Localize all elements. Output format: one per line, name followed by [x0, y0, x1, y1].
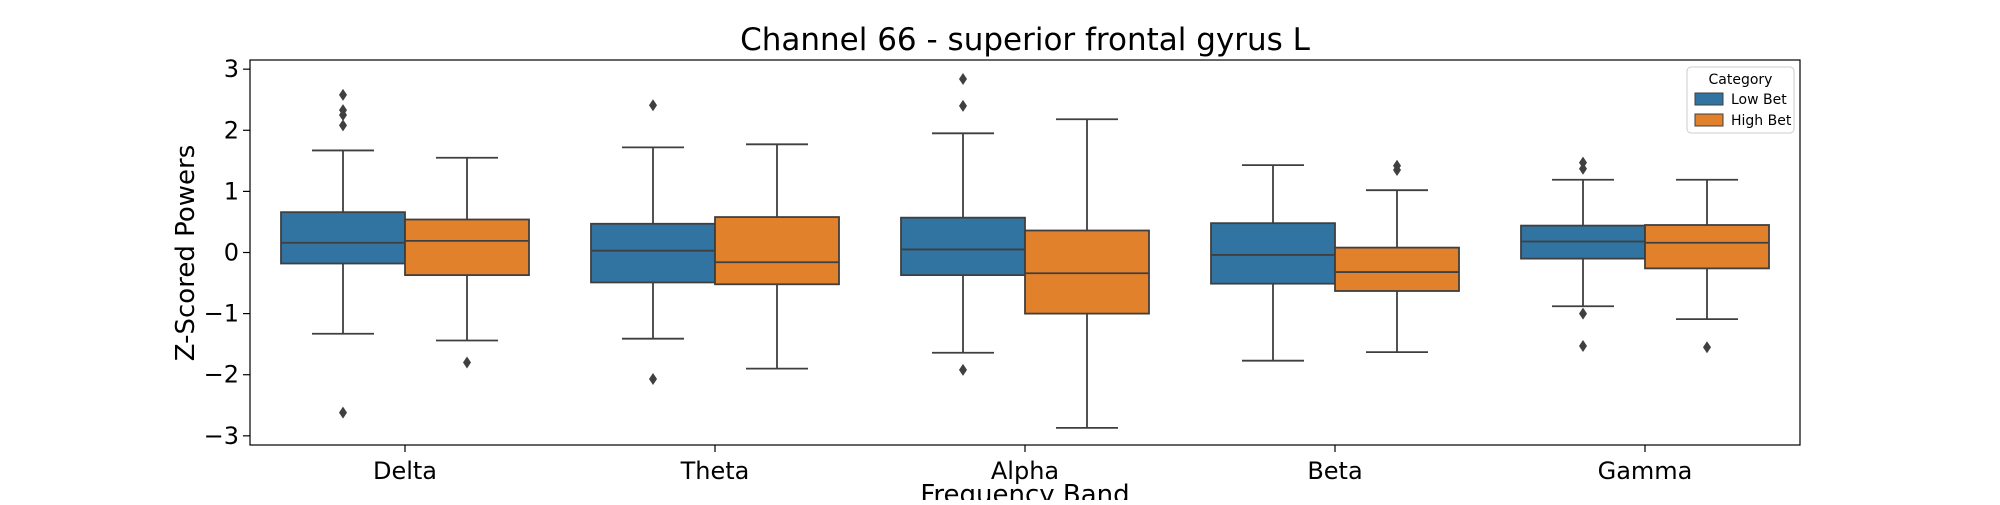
legend-label: High Bet [1731, 113, 1792, 129]
outlier-point [959, 72, 967, 85]
box-iqr [1024, 229, 1150, 315]
y-tick-label: 1 [224, 177, 239, 205]
outlier-point [463, 356, 471, 369]
y-tick-label: −2 [204, 361, 239, 389]
outlier-point [1579, 307, 1587, 320]
box-iqr [900, 216, 1026, 277]
outlier-point [1579, 340, 1587, 352]
x-tick-label: Theta [680, 457, 750, 485]
legend-swatch [1694, 113, 1724, 127]
legend-swatch [1694, 92, 1724, 106]
box-iqr [590, 222, 716, 284]
y-tick-label: 2 [224, 116, 239, 144]
y-tick-label: −1 [204, 300, 239, 328]
outlier-point [339, 119, 347, 132]
box-iqr [1334, 246, 1460, 292]
box-group [714, 143, 840, 370]
box-group [1334, 159, 1460, 354]
outlier-point [339, 104, 347, 117]
outlier-point [1579, 162, 1587, 175]
y-tick-label: 3 [224, 55, 239, 83]
box-iqr [404, 218, 530, 277]
y-tick-label: 0 [224, 239, 239, 267]
y-axis-label: Z-Scored Powers [171, 145, 201, 361]
x-tick-label: Beta [1307, 457, 1362, 485]
outlier-point [339, 88, 347, 101]
x-tick-label: Delta [373, 457, 437, 485]
box-group [1210, 164, 1336, 362]
outlier-point [959, 363, 967, 376]
box-group [590, 99, 716, 385]
box-iqr [1210, 222, 1336, 285]
outlier-point [1579, 156, 1587, 169]
box-iqr [280, 211, 406, 265]
outlier-point [1703, 341, 1711, 354]
chart-title: Channel 66 - superior frontal gyrus L [740, 22, 1311, 58]
y-tick-label: −3 [204, 422, 239, 450]
box-group [1644, 178, 1770, 354]
box-group [1520, 156, 1646, 352]
legend-title: Category [1709, 72, 1773, 88]
outlier-point [339, 406, 347, 419]
outlier-point [959, 99, 967, 112]
box-group [900, 72, 1026, 376]
x-tick-label: Alpha [991, 457, 1059, 485]
outlier-point [1393, 164, 1401, 176]
box-iqr [714, 216, 840, 286]
plot-area [280, 72, 1770, 429]
box-group [404, 156, 530, 369]
legend-label: Low Bet [1731, 92, 1787, 108]
box-group [280, 88, 406, 419]
legend: Category Low Bet High Bet [1686, 66, 1795, 134]
outlier-point [649, 373, 657, 385]
x-tick-label: Gamma [1598, 457, 1693, 485]
box-group [1024, 118, 1150, 429]
outlier-point [649, 99, 657, 112]
axes: −3 −2 −1 0 1 2 3 Delta Theta Alpha Beta Gamma [204, 55, 1693, 485]
box-iqr [1644, 224, 1770, 270]
